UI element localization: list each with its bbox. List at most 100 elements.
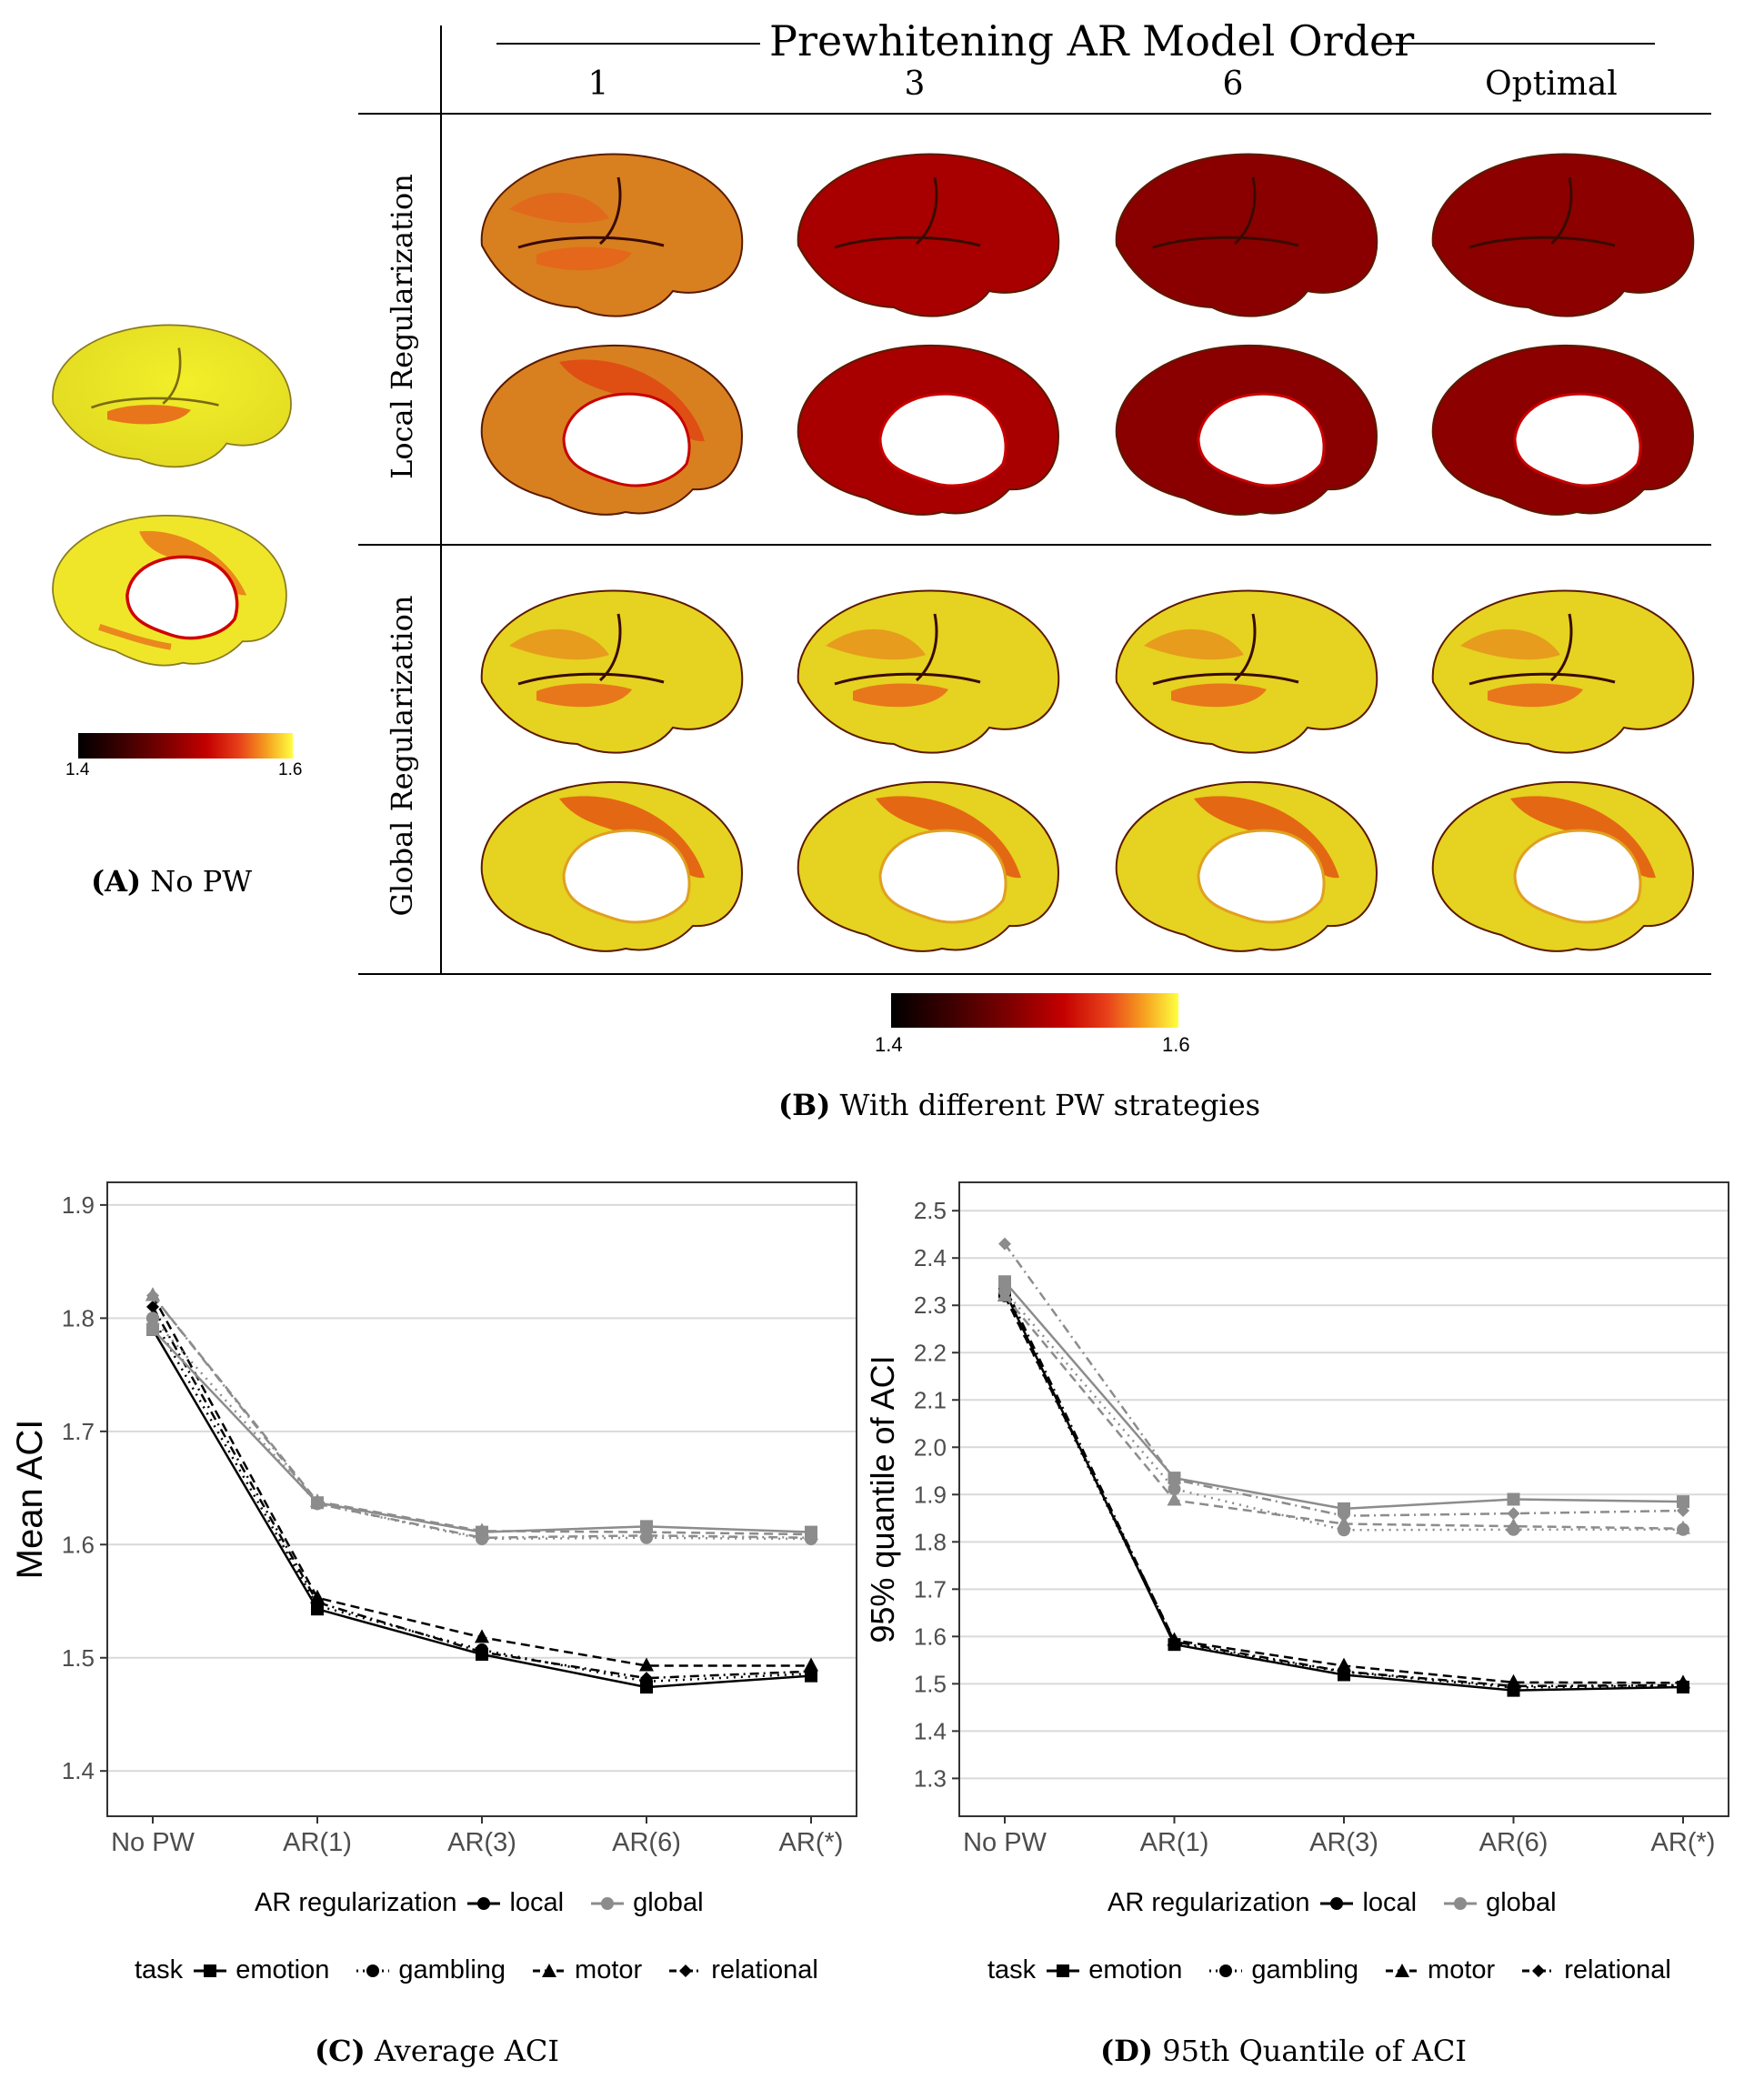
chart-c-average-aci: 1.4 1.5 1.6 1.7 1.8 1.9 No PW AR(1) AR(3) AR(6) AR… (10, 1181, 857, 1857)
point-global-gambling (1168, 1482, 1181, 1496)
panel-d-caption: (D) 95th Quantile of ACI (1100, 2034, 1467, 2068)
y-tick-label: 2.5 (914, 1197, 947, 1224)
legend-motor-swatch (1386, 1963, 1419, 1977)
point-global-relational (1677, 1503, 1689, 1517)
y-tick-label: 1.7 (62, 1418, 95, 1445)
y-tick-label: 2.3 (914, 1291, 947, 1319)
y-axis-label: 95% quantile of ACI (864, 1355, 901, 1643)
point-global-emotion (1507, 1492, 1520, 1506)
x-tick-label: No PW (963, 1828, 1047, 1857)
y-tick-label: 2.4 (914, 1244, 947, 1271)
y-tick-label: 1.4 (914, 1717, 947, 1744)
point-global-relational (1338, 1509, 1350, 1522)
global-lateral-brain-col4 (1431, 589, 1695, 754)
point-global-relational (640, 1529, 653, 1542)
panel-b-header: Prewhitening AR Model Order (769, 16, 1415, 65)
point-global-gambling (146, 1311, 159, 1325)
panel-a: 1.4 1.6 (A) No PW (0, 0, 346, 928)
plot-border (106, 1181, 857, 1817)
series-line-global-emotion (1004, 1281, 1684, 1511)
x-tick-label: AR(6) (612, 1828, 681, 1857)
local-lateral-brain-col3 (1115, 153, 1378, 317)
point-local-relational (640, 1672, 653, 1685)
y-tick-label: 1.9 (62, 1191, 95, 1219)
legend-d-regularization: AR regularization local global (1108, 1888, 1573, 1918)
legend-item-gambling: gambling (1198, 1955, 1358, 1985)
point-global-relational (805, 1531, 817, 1544)
point-global-relational (476, 1531, 488, 1544)
legend-item-motor: motor (522, 1955, 642, 1985)
panel-b-bottom-rule (358, 973, 1711, 975)
legend-global-swatch (1444, 1896, 1478, 1910)
legend-local-swatch (467, 1896, 501, 1910)
point-global-motor (1506, 1518, 1521, 1532)
chart-d-95th-quantile-aci: 1.3 1.4 1.5 1.6 1.7 1.8 1.9 2.0 2.1 2.2 2.3 2.4 2.5 N… (864, 1181, 1729, 1857)
legend-motor-swatch (533, 1963, 566, 1977)
row-label-local: Local Regularization (385, 174, 419, 479)
x-tick-label: AR(1) (283, 1828, 352, 1857)
local-medial-brain-col4 (1431, 344, 1695, 516)
panel-b-letter: (B) (778, 1088, 831, 1122)
point-local-relational (476, 1645, 488, 1659)
colorbar-min-label: 1.4 (875, 1033, 903, 1056)
panel-b: Prewhitening AR Model Order 1 3 6 Optima… (358, 16, 1711, 1122)
x-tick-label: No PW (111, 1828, 195, 1857)
legend-reg-title: AR regularization (255, 1888, 457, 1917)
point-local-relational (1168, 1635, 1181, 1649)
y-tick-label: 1.8 (62, 1304, 95, 1331)
legend-global-label: global (1486, 1888, 1557, 1917)
legend-relational-swatch (669, 1964, 703, 1977)
series-line-local-gambling (1003, 1295, 1684, 1689)
no-pw-lateral-brain (52, 324, 292, 468)
header-line-left (496, 43, 760, 45)
plot-border (958, 1181, 1729, 1817)
legend-item-motor: motor (1375, 1955, 1495, 1985)
point-local-relational (311, 1595, 324, 1609)
legend-local-label: local (509, 1888, 565, 1917)
legend-reg-title: AR regularization (1108, 1888, 1310, 1917)
legend-gambling-swatch (1209, 1964, 1243, 1977)
point-local-relational (805, 1664, 817, 1678)
x-tick-label: AR(6) (1479, 1828, 1549, 1857)
point-global-relational (1168, 1472, 1181, 1486)
panel-b-colorbar: 1.4 1.6 (875, 993, 1190, 1057)
point-global-emotion (1338, 1502, 1350, 1515)
legend-item-local: local (456, 1888, 564, 1918)
legend-c-regularization: AR regularization local global (255, 1888, 720, 1918)
point-global-motor (1167, 1492, 1182, 1506)
legend-item-global: global (1433, 1888, 1557, 1918)
y-tick-label: 2.2 (914, 1339, 947, 1366)
point-global-relational (1507, 1507, 1520, 1521)
point-global-emotion (1677, 1495, 1689, 1509)
point-global-emotion (998, 1275, 1011, 1289)
point-local-motor (804, 1657, 818, 1672)
series-line-local-relational (151, 1306, 812, 1680)
panel-c-caption: (C) Average ACI (315, 2034, 559, 2068)
legend-relational-swatch (1522, 1964, 1556, 1977)
legend-gambling-label: gambling (1251, 1955, 1359, 1984)
y-tick-label: 2.0 (914, 1433, 947, 1461)
y-tick-label: 1.6 (62, 1531, 95, 1558)
global-medial-brain-col3 (1115, 780, 1378, 952)
panel-b-vertical-rule (440, 25, 442, 975)
local-lateral-brain-col4 (1431, 153, 1695, 317)
legend-item-relational: relational (658, 1955, 818, 1985)
point-local-relational (146, 1300, 159, 1313)
y-tick-label: 1.5 (914, 1670, 947, 1697)
series-line-local-emotion (1003, 1291, 1684, 1692)
local-medial-brain-col2 (797, 344, 1060, 516)
series-line-local-gambling (151, 1317, 812, 1683)
point-global-motor (997, 1287, 1012, 1301)
legend-item-emotion: emotion (183, 1955, 329, 1985)
legend-gambling-label: gambling (398, 1955, 506, 1984)
legend-item-emotion: emotion (1036, 1955, 1182, 1985)
point-global-motor (1337, 1515, 1351, 1530)
colorbar-gradient (78, 733, 293, 759)
point-local-motor (475, 1629, 489, 1643)
point-local-relational (1338, 1664, 1350, 1678)
series-line-local-motor (151, 1294, 811, 1667)
series-line-global-relational (1003, 1242, 1684, 1517)
local-lateral-brain-col1 (480, 153, 744, 317)
col-label-6: 6 (1222, 65, 1244, 103)
x-tick-label: AR(1) (1140, 1828, 1209, 1857)
